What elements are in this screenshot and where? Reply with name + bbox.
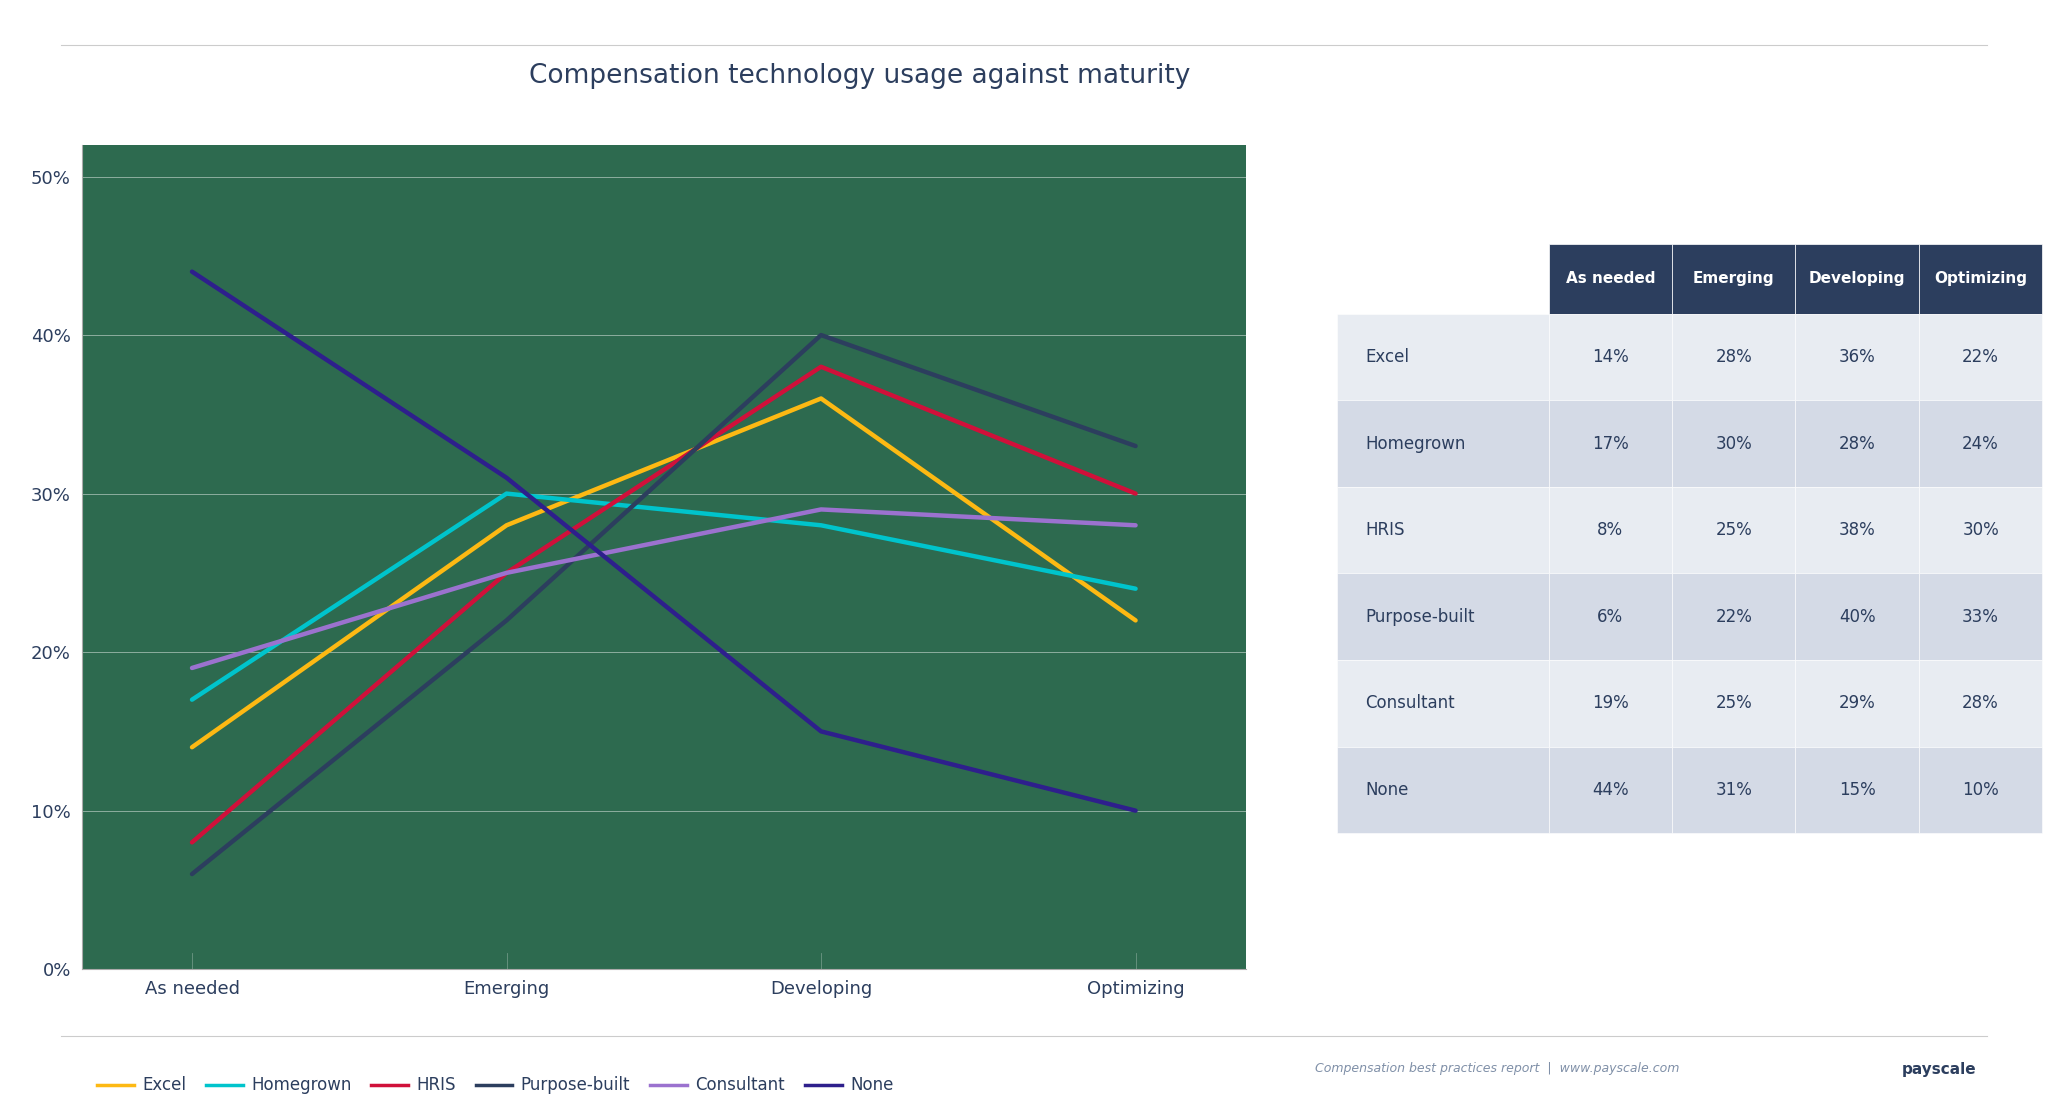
Text: 38%: 38% — [1839, 521, 1876, 539]
Bar — [1796, 244, 1919, 314]
Bar — [1671, 400, 1796, 487]
Bar — [1548, 574, 1671, 659]
Bar — [1548, 746, 1671, 833]
Text: 36%: 36% — [1839, 348, 1876, 367]
Legend: Excel, Homegrown, HRIS, Purpose-built, Consultant, None: Excel, Homegrown, HRIS, Purpose-built, C… — [90, 1069, 899, 1101]
Text: 17%: 17% — [1591, 434, 1628, 452]
Bar — [1337, 746, 1548, 833]
Bar — [1796, 746, 1919, 833]
Text: 40%: 40% — [1839, 608, 1876, 626]
Text: HRIS: HRIS — [1366, 521, 1405, 539]
Text: 33%: 33% — [1962, 608, 1999, 626]
Bar — [1919, 314, 2042, 400]
Bar — [1919, 487, 2042, 574]
Bar — [1548, 487, 1671, 574]
Text: 22%: 22% — [1716, 608, 1753, 626]
Text: Purpose-built: Purpose-built — [1366, 608, 1475, 626]
Bar — [1337, 400, 1548, 487]
Text: Emerging: Emerging — [1694, 272, 1774, 286]
Text: 25%: 25% — [1716, 694, 1753, 712]
Text: 25%: 25% — [1716, 521, 1753, 539]
Text: 28%: 28% — [1716, 348, 1753, 367]
Text: Consultant: Consultant — [1366, 694, 1454, 712]
Bar — [1671, 659, 1796, 746]
Bar — [1919, 244, 2042, 314]
Bar — [1671, 574, 1796, 659]
Text: 14%: 14% — [1591, 348, 1628, 367]
Text: As needed: As needed — [1565, 272, 1655, 286]
Text: Developing: Developing — [1808, 272, 1905, 286]
Text: None: None — [1366, 781, 1409, 799]
Text: 30%: 30% — [1716, 434, 1753, 452]
Text: 29%: 29% — [1839, 694, 1876, 712]
Bar — [1671, 244, 1796, 314]
Text: Optimizing: Optimizing — [1933, 272, 2028, 286]
Bar — [1337, 659, 1548, 746]
Bar — [1919, 659, 2042, 746]
Text: Compensation best practices report  |  www.payscale.com: Compensation best practices report | www… — [1315, 1062, 1679, 1075]
Bar — [1796, 574, 1919, 659]
Bar — [1796, 487, 1919, 574]
Text: 15%: 15% — [1839, 781, 1876, 799]
Bar — [1919, 574, 2042, 659]
Bar — [1919, 400, 2042, 487]
Text: 31%: 31% — [1716, 781, 1753, 799]
Bar — [1671, 746, 1796, 833]
Bar — [1796, 314, 1919, 400]
Text: 10%: 10% — [1962, 781, 1999, 799]
Text: 8%: 8% — [1597, 521, 1624, 539]
Bar — [1337, 487, 1548, 574]
Bar — [1548, 314, 1671, 400]
Text: Excel: Excel — [1366, 348, 1409, 367]
Text: 22%: 22% — [1962, 348, 1999, 367]
Bar — [1671, 487, 1796, 574]
Bar — [1919, 746, 2042, 833]
Bar — [1548, 244, 1671, 314]
Text: 28%: 28% — [1962, 694, 1999, 712]
Text: 19%: 19% — [1591, 694, 1628, 712]
Bar — [1337, 314, 1548, 400]
Text: 44%: 44% — [1591, 781, 1628, 799]
Bar — [1548, 659, 1671, 746]
Text: 30%: 30% — [1962, 521, 1999, 539]
Bar — [1337, 574, 1548, 659]
Bar — [1796, 400, 1919, 487]
Text: 28%: 28% — [1839, 434, 1876, 452]
Text: 24%: 24% — [1962, 434, 1999, 452]
Text: Homegrown: Homegrown — [1366, 434, 1466, 452]
Text: Compensation technology usage against maturity: Compensation technology usage against ma… — [530, 63, 1190, 89]
Bar — [1796, 659, 1919, 746]
Bar — [1671, 314, 1796, 400]
Text: 6%: 6% — [1597, 608, 1624, 626]
Bar — [1548, 400, 1671, 487]
Text: payscale: payscale — [1903, 1063, 1976, 1077]
